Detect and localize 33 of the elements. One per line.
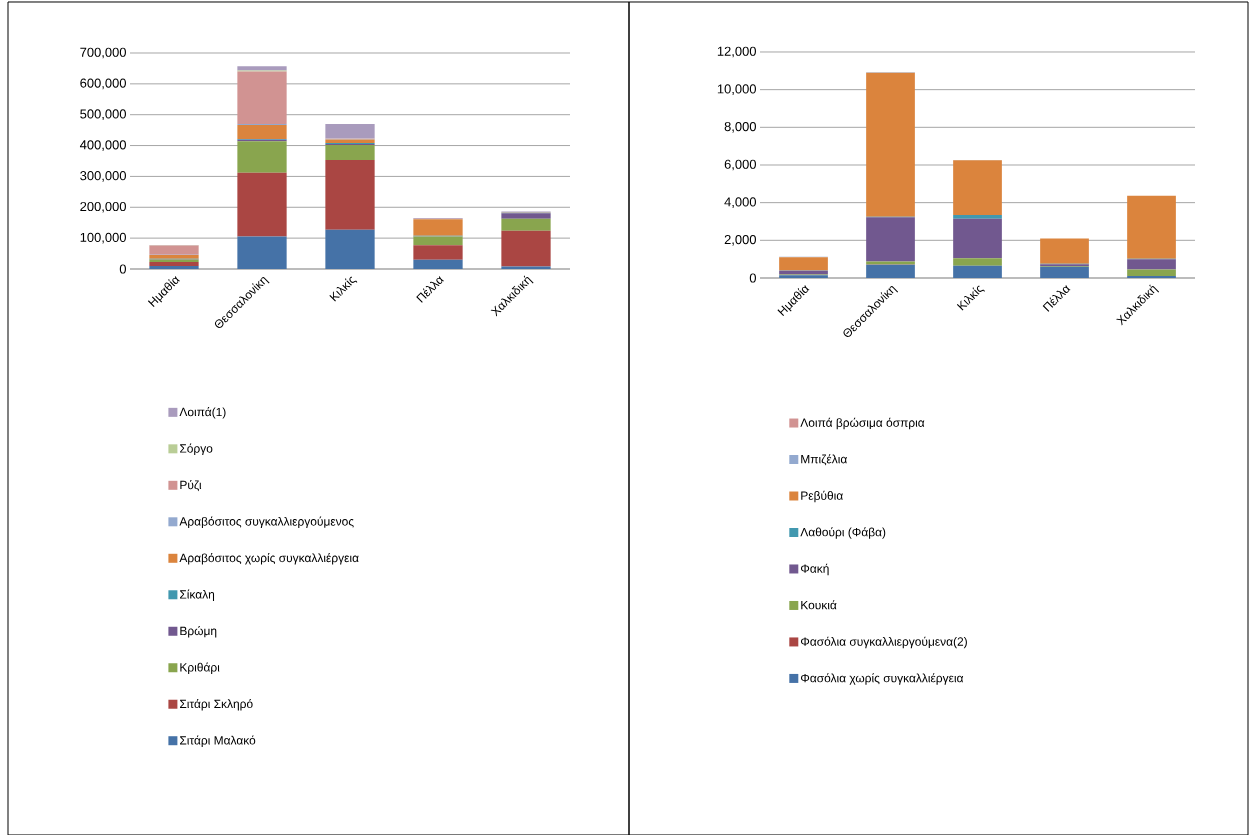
y-tick-label: 10,000 xyxy=(717,84,756,95)
y-tick-label: 700,000 xyxy=(80,47,126,59)
legend-label: Φακή xyxy=(800,563,829,576)
y-tick-label: 100,000 xyxy=(80,232,126,244)
legend-label: Βρώμη xyxy=(180,626,217,638)
legend-label: Φασόλια συγκαλλιεργούμενα(2) xyxy=(800,636,967,649)
y-tick-label: 2,000 xyxy=(724,234,756,246)
legend-label: Ρεβύθια xyxy=(801,490,843,503)
y-tick-label: 4,000 xyxy=(724,197,756,208)
legend-label: Λοιπά(1) xyxy=(179,407,226,419)
legend-label: Σόργο xyxy=(180,443,213,456)
legend-label: Ρύζι xyxy=(180,480,202,492)
legend-label: Κουκιά xyxy=(801,600,837,610)
y-tick-label: 8,000 xyxy=(724,121,756,133)
y-tick-label: 200,000 xyxy=(80,201,126,213)
legend-label: Σιτάρι Σκληρό xyxy=(180,698,253,711)
y-tick-label: 500,000 xyxy=(80,109,126,121)
y-tick-label: 600,000 xyxy=(80,78,126,90)
legend-label: Μπιζέλια xyxy=(801,454,847,466)
legend-label: Σιτάρι Μαλακό xyxy=(180,735,256,747)
legend-label: Αραβόσιτος χωρίς συγκαλλιέργεια xyxy=(179,553,359,565)
legend-label: Σίκαλη xyxy=(180,589,215,601)
legend-label: Λαθούρι (Φάβα) xyxy=(800,527,886,539)
y-tick-label: 300,000 xyxy=(80,171,126,182)
legend-label: Αραβόσιτος συγκαλλιεργούμενος xyxy=(179,516,354,529)
y-tick-label: 0 xyxy=(119,264,126,274)
legend-label: Λοιπά βρώσιμα όσπρια xyxy=(800,417,925,430)
y-tick-label: 400,000 xyxy=(79,140,126,151)
y-tick-label: 12,000 xyxy=(717,46,756,58)
y-tick-label: 6,000 xyxy=(724,159,756,171)
legend-label: Κριθάρι xyxy=(180,662,220,674)
legend-label: Φασόλια χωρίς συγκαλλιέργεια xyxy=(800,673,964,685)
y-tick-label: 0 xyxy=(749,273,756,283)
